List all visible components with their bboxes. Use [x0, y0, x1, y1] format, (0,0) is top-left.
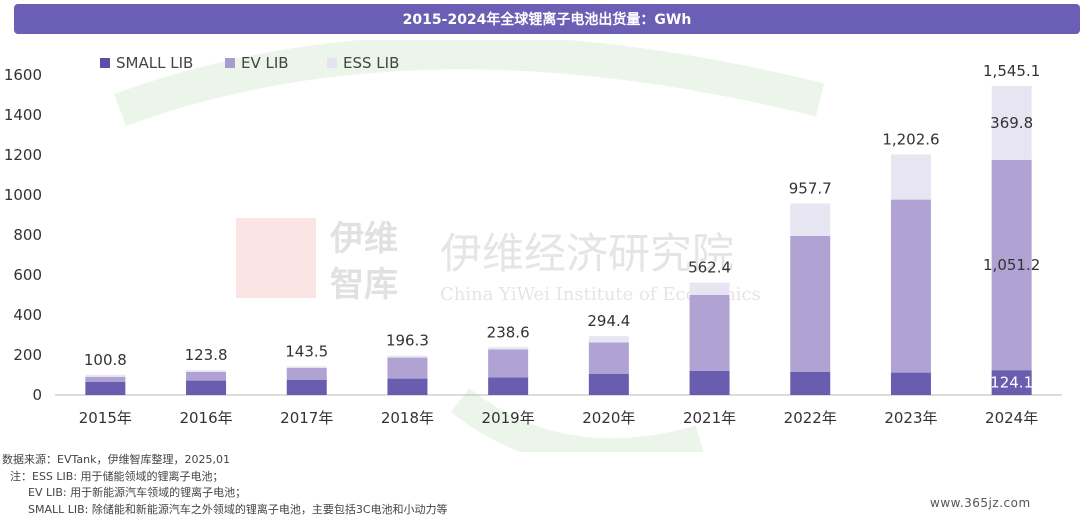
bar-segment-ess-lib	[488, 347, 529, 350]
y-tick-label: 1000	[4, 186, 42, 204]
bar-segment-small-lib	[387, 378, 428, 395]
legend-swatch	[225, 58, 235, 68]
y-tick-label: 1200	[4, 146, 42, 164]
bar-segment-ess-lib	[790, 203, 831, 236]
total-label: 143.5	[285, 342, 328, 360]
legend-label: SMALL LIB	[116, 54, 193, 72]
bar-segment-small-lib	[588, 374, 629, 395]
bar-segment-ev-lib	[387, 357, 428, 379]
watermark-short2: 智库	[330, 265, 398, 305]
y-tick-label: 0	[32, 386, 42, 404]
watermark-short1: 伊维	[329, 219, 398, 259]
x-tick-label: 2021年	[683, 409, 736, 427]
x-tick-label: 2020年	[582, 409, 635, 427]
total-label: 1,202.6	[882, 130, 939, 148]
x-tick-label: 2019年	[482, 409, 535, 427]
total-label: 294.4	[587, 312, 630, 330]
y-tick-label: 800	[13, 226, 42, 244]
total-label: 957.7	[789, 179, 832, 197]
bar-segment-small-lib	[991, 370, 1032, 395]
bar-segment-ess-lib	[890, 154, 931, 200]
bar-segment-ess-lib	[85, 374, 126, 377]
bar-segment-small-lib	[488, 377, 529, 395]
note-small: SMALL LIB: 除储能和新能源汽车之外领域的锂离子电池，主要包括3C电池和…	[28, 502, 448, 516]
watermark-swoosh	[114, 40, 825, 126]
bar-segment-ess-lib	[588, 336, 629, 343]
bar-segment-ev-lib	[85, 376, 126, 382]
note-ev: EV LIB: 用于新能源汽车领域的锂离子电池；	[28, 486, 247, 499]
segment-label: 124.1	[990, 374, 1033, 392]
bar-segment-ev-lib	[488, 349, 529, 378]
x-tick-label: 2016年	[179, 409, 232, 427]
bar-segment-small-lib	[689, 371, 730, 395]
legend-swatch	[100, 58, 110, 68]
x-tick-label: 2018年	[381, 409, 434, 427]
bar-segment-small-lib	[186, 380, 227, 395]
chart-title: 2015-2024年全球锂离子电池出货量：GWh	[14, 4, 1080, 34]
bar-segment-ev-lib	[588, 342, 629, 374]
bar-segment-ev-lib	[790, 236, 831, 372]
y-tick-label: 400	[13, 306, 42, 324]
bar-segment-ess-lib	[387, 355, 428, 358]
segment-label: 1,051.2	[983, 256, 1040, 274]
total-label: 1,545.1	[983, 62, 1040, 80]
site-watermark: www.365jz.com	[930, 496, 1031, 510]
watermark-en: China YiWei Institute of Economics	[440, 284, 761, 305]
bar-segment-ess-lib	[186, 370, 227, 372]
stacked-bar-chart: 伊维 智库 伊维经济研究院 China YiWei Institute of E…	[4, 40, 1062, 452]
y-tick-label: 200	[13, 346, 42, 364]
segment-label: 369.8	[990, 114, 1033, 132]
bar-segment-small-lib	[790, 372, 831, 395]
x-tick-label: 2022年	[784, 409, 837, 427]
watermark-swoosh-lower	[450, 388, 704, 452]
bar-segment-small-lib	[85, 382, 126, 395]
y-tick-label: 1400	[4, 106, 42, 124]
x-tick-label: 2017年	[280, 409, 333, 427]
note-ess: 注：ESS LIB: 用于储能领域的锂离子电池；	[10, 469, 224, 483]
bar-segment-ev-lib	[186, 372, 227, 381]
total-label: 196.3	[386, 332, 429, 350]
watermark-cn: 伊维经济研究院	[440, 229, 734, 278]
total-label: 238.6	[487, 323, 530, 341]
bar-segment-ess-lib	[286, 366, 327, 368]
x-tick-label: 2024年	[985, 409, 1038, 427]
y-tick-label: 600	[13, 266, 42, 284]
bar-segment-ev-lib	[890, 199, 931, 373]
note-source: 数据来源：EVTank，伊维智库整理，2025,01	[2, 453, 230, 466]
bar-segment-ev-lib	[689, 295, 730, 371]
background-watermark: 伊维 智库 伊维经济研究院 China YiWei Institute of E…	[114, 40, 825, 452]
legend-swatch	[327, 58, 337, 68]
x-tick-label: 2023年	[884, 409, 937, 427]
total-label: 562.4	[688, 259, 731, 277]
watermark-logo-box	[236, 218, 316, 298]
bar-segment-ess-lib	[991, 85, 1032, 160]
total-label: 100.8	[84, 351, 127, 369]
bar-segment-ess-lib	[689, 282, 730, 295]
bar-segment-small-lib	[890, 372, 931, 395]
total-label: 123.8	[185, 346, 228, 364]
legend-label: EV LIB	[241, 54, 289, 72]
bar-segment-small-lib	[286, 380, 327, 395]
legend-label: ESS LIB	[343, 54, 399, 72]
bar-segment-ev-lib	[991, 159, 1032, 371]
source-notes: 数据来源：EVTank，伊维智库整理，2025,01 注：ESS LIB: 用于…	[2, 452, 448, 518]
x-tick-label: 2015年	[79, 409, 132, 427]
bar-segment-ev-lib	[286, 368, 327, 380]
y-tick-label: 1600	[4, 66, 42, 84]
